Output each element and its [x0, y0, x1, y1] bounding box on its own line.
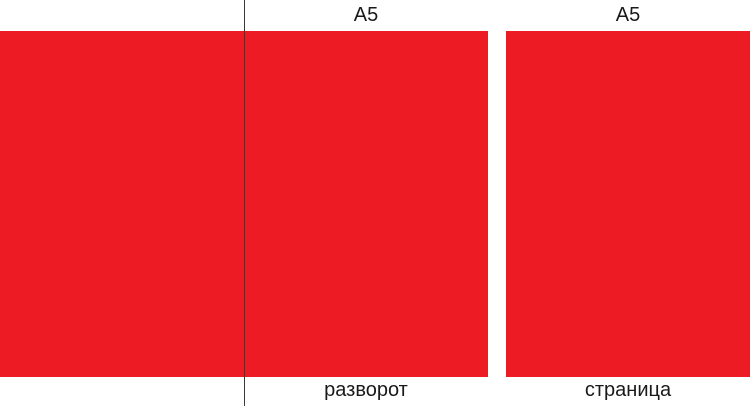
- page-size-label: A5: [615, 4, 641, 26]
- spread-size-label: A5: [353, 4, 379, 26]
- page-caption: страница: [584, 379, 672, 401]
- fold-line: [244, 0, 245, 406]
- single-page-panel: [506, 31, 750, 377]
- spread-caption: разворот: [324, 379, 408, 401]
